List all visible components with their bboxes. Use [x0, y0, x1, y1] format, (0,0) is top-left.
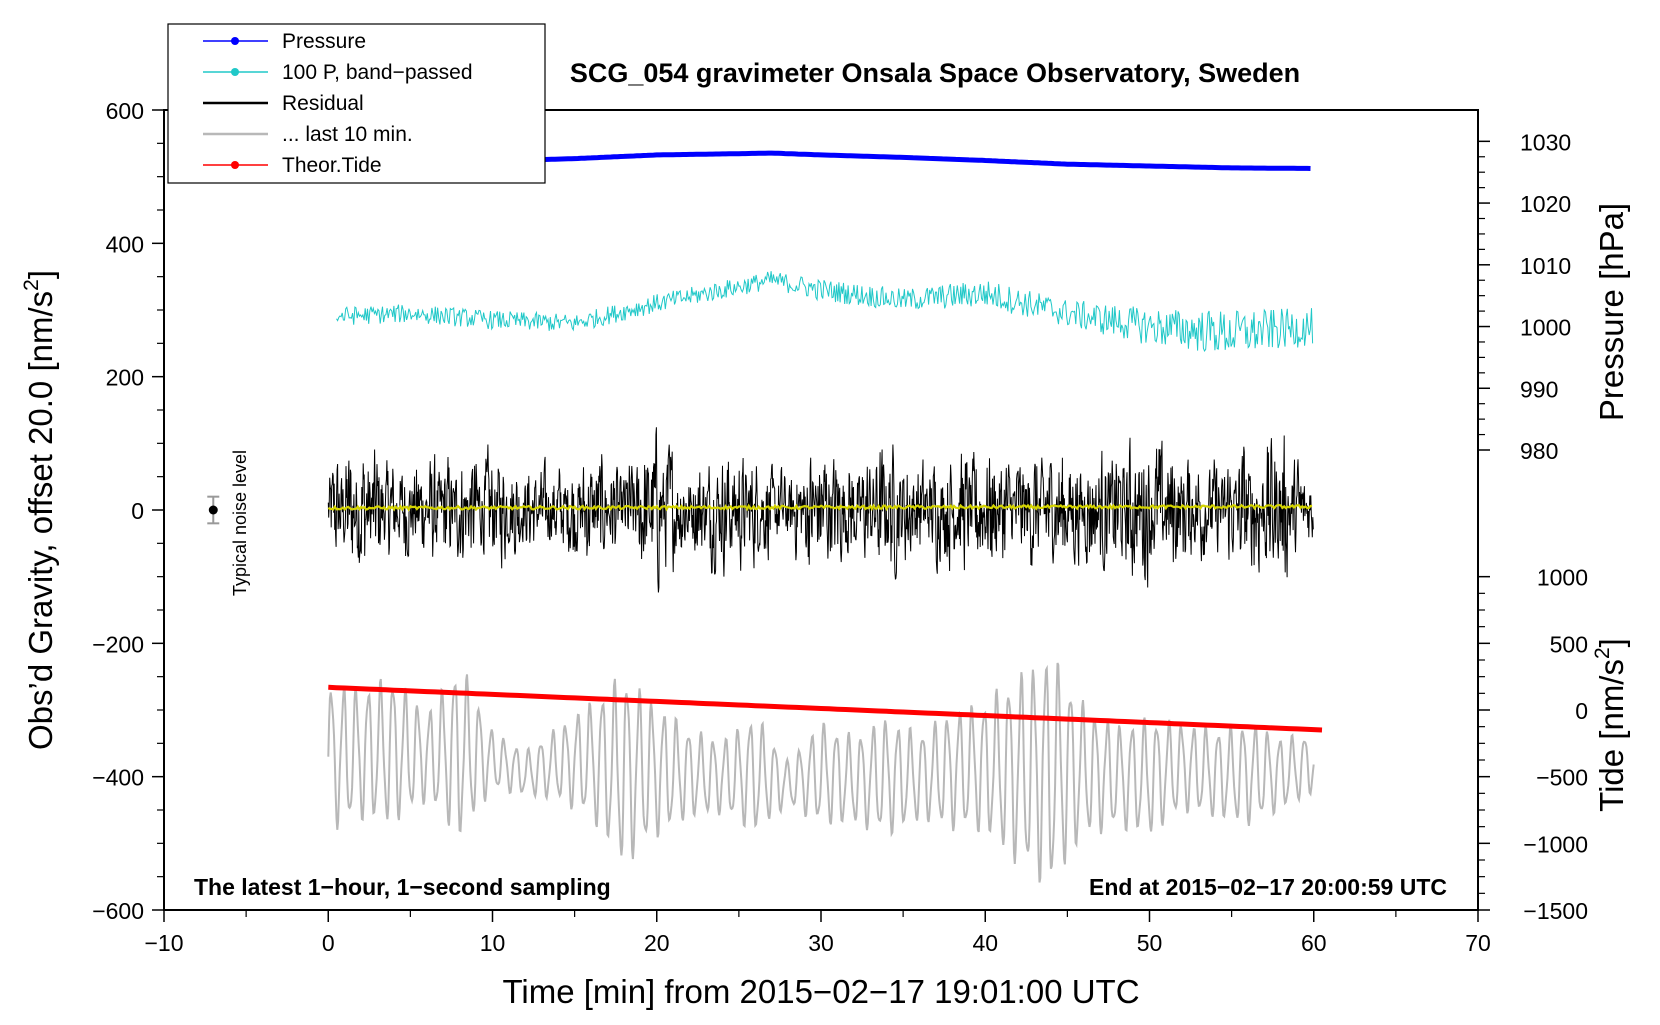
x-tick-label: 20	[644, 930, 670, 956]
x-tick-label: 30	[808, 930, 834, 956]
y-tick-label-left: 600	[106, 98, 144, 124]
pressure-tick-label: 1030	[1520, 129, 1571, 155]
data-layer	[207, 150, 1323, 883]
axis-layer: −10 0 10 20 30 40 50 60 70−600−400−2000200400600…	[92, 98, 1588, 956]
tide-tick-label: −1500	[1523, 898, 1588, 924]
y-tick-label-left: 0	[131, 498, 144, 524]
tide-tick-label: −500	[1536, 765, 1588, 791]
legend-label: 100 P, band−passed	[282, 61, 473, 84]
legend-label: Theor.Tide	[282, 154, 382, 177]
pressure-tick-label: 1010	[1520, 253, 1571, 279]
annotation-sampling: The latest 1−hour, 1−second sampling	[194, 874, 611, 900]
y-axis-title-tide-main: Tide [nm/s	[1593, 659, 1630, 812]
legend-label: Pressure	[282, 30, 366, 53]
legend-items: Pressure 100 P, band−passed Residual ... la…	[203, 30, 473, 177]
x-axis-title: Time [min] from 2015−02−17 19:01:00 UTC	[502, 973, 1139, 1010]
y-axis-title-left: Obs’d Gravity, offset 20.0 [nm/s2]	[20, 270, 59, 750]
pressure-tick-label: 980	[1520, 438, 1558, 464]
x-tick-label: 50	[1137, 930, 1163, 956]
series-theor-tide	[328, 684, 1323, 733]
x-tick-label: 60	[1301, 930, 1327, 956]
tide-tick-label: −1000	[1523, 831, 1588, 857]
y-axis-title-left-end: ]	[22, 270, 59, 279]
noise-bar-point	[208, 505, 218, 515]
series-band-passed-pressure	[336, 271, 1314, 353]
legend-marker	[231, 68, 239, 76]
legend-label: Residual	[282, 92, 364, 115]
x-tick-label: 0	[322, 930, 335, 956]
legend: Pressure 100 P, band−passed Residual ... la…	[167, 23, 546, 184]
series-residual-smoothed	[327, 503, 1313, 512]
tide-tick-label: 0	[1575, 698, 1588, 724]
pressure-tick-label: 1000	[1520, 315, 1571, 341]
legend-marker	[231, 37, 239, 45]
pressure-tick-label: 990	[1520, 376, 1558, 402]
y-tick-label-left: 200	[106, 365, 144, 391]
tide-tick-label: 1000	[1537, 565, 1588, 591]
legend-label: ... last 10 min.	[282, 123, 413, 146]
noise-level-label: Typical noise level	[230, 450, 250, 596]
series-last-10-min	[327, 662, 1315, 883]
y-tick-label-left: −600	[92, 898, 144, 924]
y-tick-label-left: 400	[106, 231, 144, 257]
x-tick-label: 70	[1465, 930, 1491, 956]
x-tick-label: −10	[144, 930, 183, 956]
pressure-tick-label: 1020	[1520, 191, 1571, 217]
tide-tick-label: 500	[1550, 631, 1588, 657]
annotation-end-time: End at 2015−02−17 20:00:59 UTC	[1089, 874, 1447, 900]
y-axis-title-pressure: Pressure [hPa]	[1593, 203, 1630, 421]
y-axis-title-left-sup: 2	[20, 279, 43, 291]
legend-marker	[231, 161, 239, 169]
x-tick-label: 40	[972, 930, 998, 956]
y-axis-title-tide: Tide [nm/s2]	[1591, 638, 1630, 812]
y-axis-title-tide-sup: 2	[1591, 647, 1614, 659]
y-tick-label-left: −200	[92, 631, 144, 657]
y-axis-title-left-main: Obs’d Gravity, offset 20.0 [nm/s	[22, 291, 59, 750]
x-tick-label: 10	[480, 930, 506, 956]
y-axis-title-tide-end: ]	[1593, 638, 1630, 647]
y-tick-label-left: −400	[92, 765, 144, 791]
chart-title: SCG_054 gravimeter Onsala Space Observat…	[570, 58, 1300, 88]
